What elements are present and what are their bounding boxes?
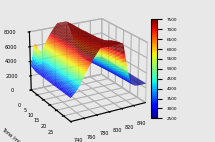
Y-axis label: Time /minutes: Time /minutes	[1, 126, 32, 142]
